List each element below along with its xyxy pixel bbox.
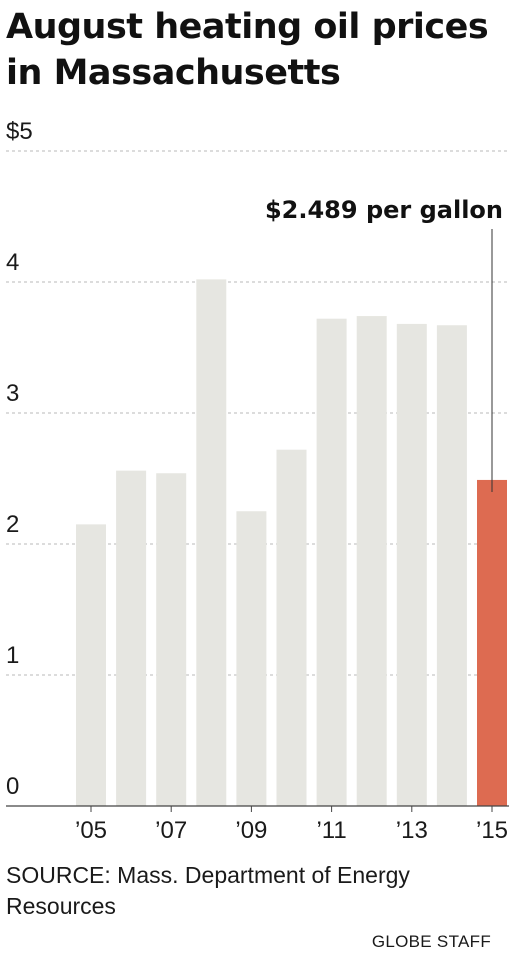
x-tick-label-2005: ’05 bbox=[75, 817, 107, 844]
bar-2005 bbox=[76, 524, 106, 806]
bar-2009 bbox=[236, 511, 267, 806]
x-tick-label-2013: ’13 bbox=[396, 817, 428, 844]
bar-2011 bbox=[316, 318, 347, 806]
chart-title: August heating oil prices in Massachuset… bbox=[6, 7, 489, 93]
annotation: $2.489 per gallon bbox=[265, 196, 503, 492]
bar-2008 bbox=[196, 279, 227, 806]
x-tick-label-2007: ’07 bbox=[155, 817, 187, 844]
bar-2012 bbox=[356, 316, 387, 806]
tick-labels: 0 1 2 3 4 $5 ’05 ’07 ’09 ’11 ’13 ’15 bbox=[6, 118, 508, 844]
bar-highlight-2015 bbox=[477, 479, 507, 806]
bar-2007 bbox=[156, 473, 187, 806]
y-tick-label-2: 2 bbox=[6, 511, 19, 538]
y-tick-label-4: 4 bbox=[6, 249, 19, 276]
bar-2013 bbox=[396, 323, 427, 806]
bars bbox=[76, 279, 507, 806]
credit-line: GLOBE STAFF bbox=[371, 932, 491, 951]
y-tick-label-3: 3 bbox=[6, 380, 19, 407]
bar-2010 bbox=[276, 449, 307, 806]
y-tick-label-5: $5 bbox=[6, 118, 33, 145]
y-tick-label-1: 1 bbox=[6, 642, 19, 669]
source-note: SOURCE: Mass. Department of Energy Resou… bbox=[6, 862, 410, 919]
y-tick-label-0: 0 bbox=[6, 773, 19, 800]
annotation-label: $2.489 per gallon bbox=[265, 196, 503, 224]
x-tick-label-2011: ’11 bbox=[316, 817, 346, 844]
x-tick-label-2009: ’09 bbox=[235, 817, 267, 844]
bar-2014 bbox=[436, 325, 467, 806]
axes bbox=[6, 805, 509, 812]
bar-2006 bbox=[116, 470, 147, 806]
x-tick-label-2015: ’15 bbox=[476, 817, 508, 844]
